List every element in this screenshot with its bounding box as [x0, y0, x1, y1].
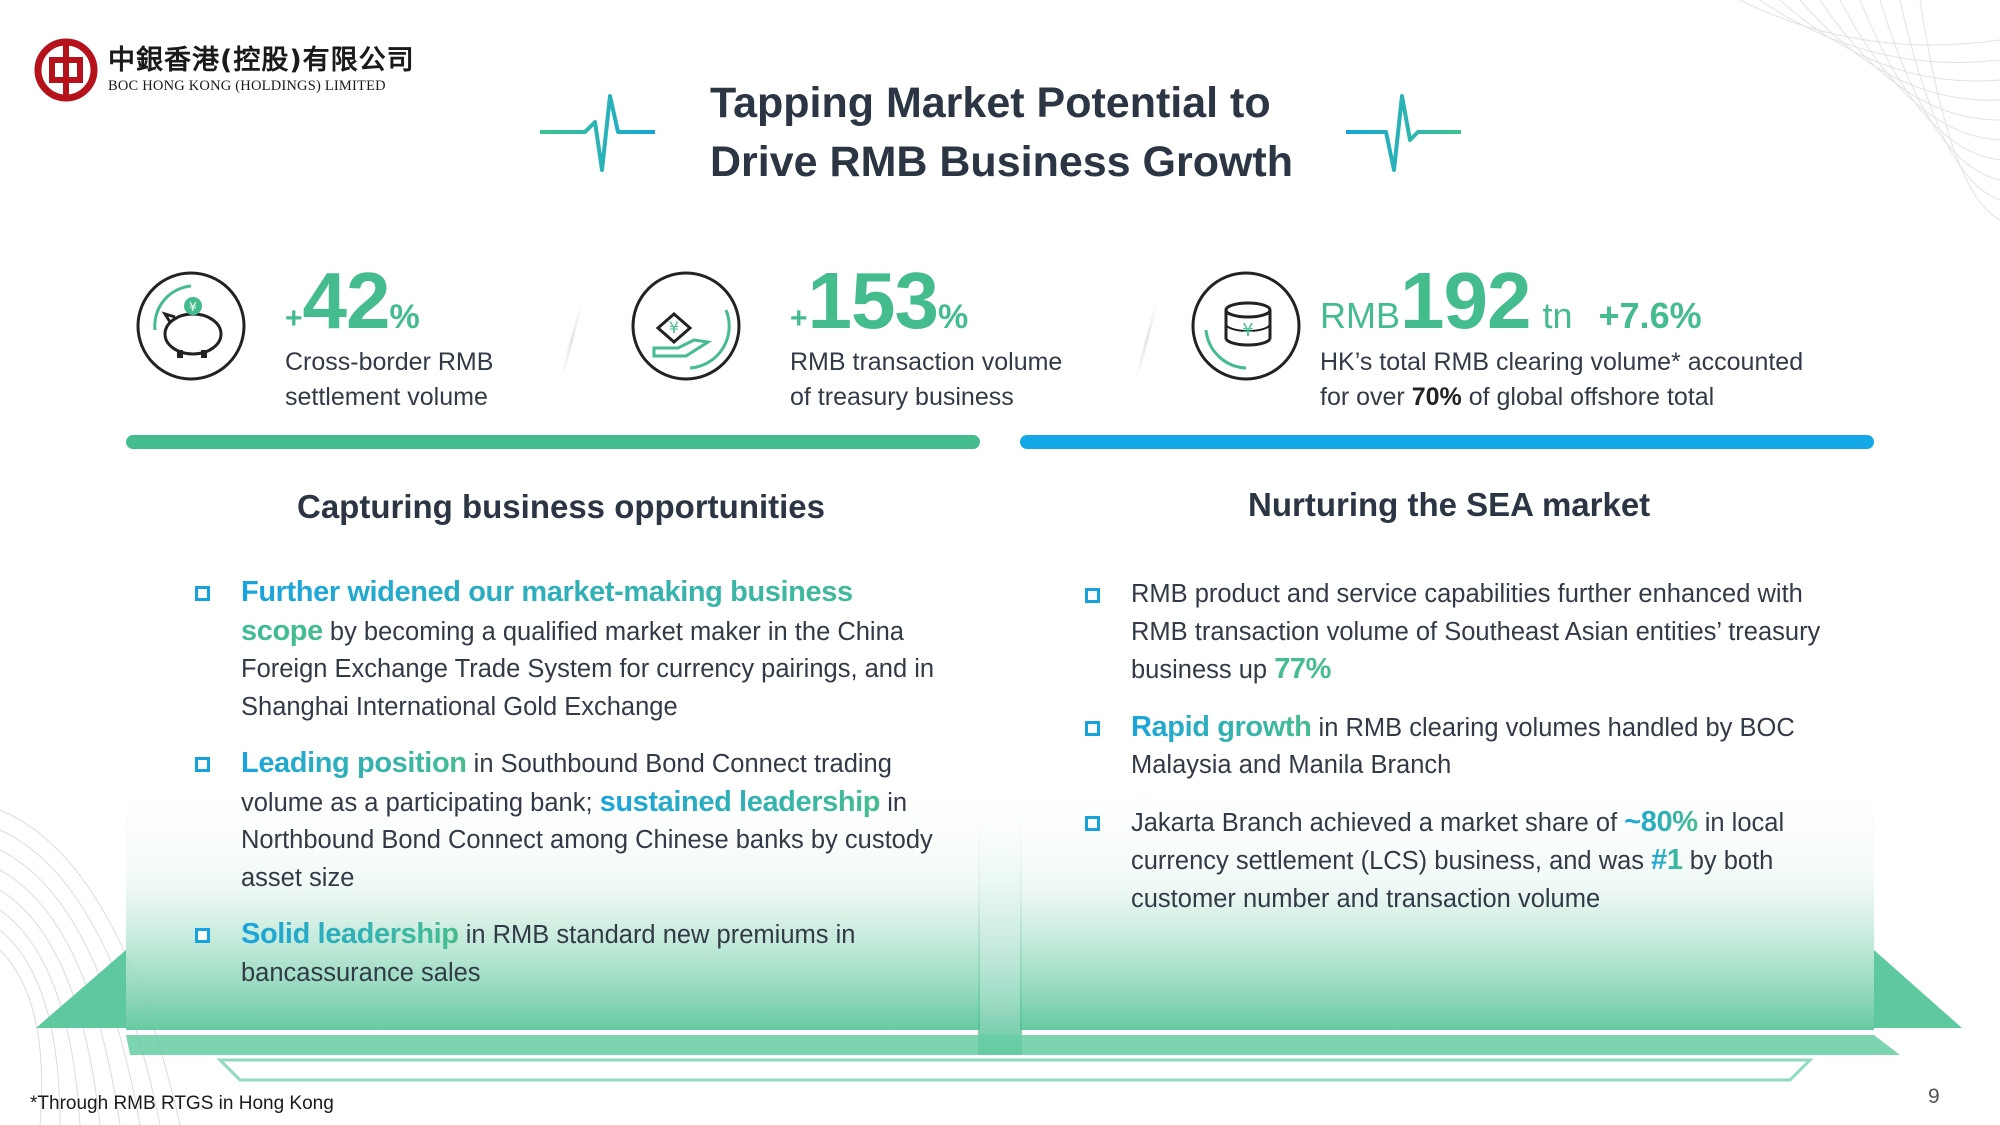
stat-desc-line-2: for over 70% of global offshore total — [1320, 383, 1715, 411]
list-item: Jakarta Branch achieved a market share o… — [1085, 804, 1845, 919]
stat-prefix: + — [285, 302, 303, 335]
stat-desc-line-1: RMB transaction volume — [790, 348, 1063, 376]
pulse-line-left-icon — [540, 94, 655, 172]
piggy-bank-yuan-icon: ¥ — [136, 271, 246, 381]
stat-treasury: + 153 % RMB transaction volume of treasu… — [790, 255, 1062, 415]
coin-stack-yuan-icon: ¥ — [1191, 271, 1301, 381]
svg-text:¥: ¥ — [1242, 320, 1253, 341]
section-bar-green — [126, 435, 980, 449]
list-item: Leading position in Southbound Bond Conn… — [195, 745, 940, 897]
page-title: Tapping Market Potential to Drive RMB Bu… — [710, 74, 1330, 192]
hand-yuan-coin-icon: ¥ — [631, 271, 741, 381]
square-bullet-icon — [1085, 588, 1100, 603]
section-bar-blue — [1020, 435, 1874, 449]
square-bullet-icon — [1085, 720, 1100, 736]
company-logo: 中銀香港(控股)有限公司 BOC HONG KONG (HOLDINGS) LI… — [34, 38, 415, 102]
company-name-cn: 中銀香港(控股)有限公司 — [108, 45, 415, 76]
stat-desc-bold: 70% — [1411, 383, 1462, 411]
square-bullet-icon — [195, 757, 210, 772]
stat-clearing: RMB 192 tn +7.6% HK’s total RMB clearing… — [1320, 255, 1803, 415]
square-bullet-icon — [195, 928, 210, 943]
right-section-title: Nurturing the SEA market — [1248, 486, 1651, 523]
stat-value: 153 — [807, 256, 939, 345]
stat-suffix: % — [938, 298, 969, 336]
left-bullet-list: Further widened our market-making busine… — [195, 574, 940, 1011]
stat-prefix: RMB — [1320, 295, 1400, 336]
square-bullet-icon — [1085, 815, 1100, 831]
stat-growth: +7.6% — [1598, 295, 1702, 336]
list-item: Solid leadership in RMB standard new pre… — [195, 916, 940, 992]
page-number: 9 — [1928, 1085, 1940, 1108]
stat-desc-line-2: settlement volume — [285, 383, 488, 411]
svg-text:¥: ¥ — [669, 318, 679, 337]
stat-desc-line-2: of treasury business — [790, 383, 1014, 411]
stat-value: 192 — [1400, 256, 1531, 345]
company-name-en: BOC HONG KONG (HOLDINGS) LIMITED — [108, 78, 386, 94]
stat-suffix: % — [389, 298, 420, 336]
stat-desc-line-1: Cross-border RMB — [285, 348, 494, 376]
list-item: RMB product and service capabilities fur… — [1085, 576, 1845, 690]
stat-prefix: + — [790, 302, 808, 335]
title-line-1: Tapping Market Potential to — [710, 79, 1271, 127]
square-bullet-icon — [195, 586, 210, 601]
stat-suffix: tn — [1542, 295, 1573, 336]
left-section-title: Capturing business opportunities — [297, 488, 826, 525]
list-item: Further widened our market-making busine… — [195, 574, 940, 726]
boc-logo-icon — [34, 38, 98, 102]
pulse-line-right-icon — [1346, 94, 1461, 172]
list-item: Rapid growth in RMB clearing volumes han… — [1085, 709, 1845, 785]
stat-value: 42 — [302, 256, 391, 345]
title-line-2: Drive RMB Business Growth — [710, 138, 1293, 186]
footnote: *Through RMB RTGS in Hong Kong — [30, 1093, 334, 1114]
stat-desc-line-1: HK’s total RMB clearing volume* accounte… — [1320, 348, 1804, 376]
svg-text:¥: ¥ — [189, 300, 197, 314]
stat-cross-border: + 42 % Cross-border RMB settlement volum… — [285, 255, 493, 415]
right-bullet-list: RMB product and service capabilities fur… — [1085, 576, 1845, 937]
